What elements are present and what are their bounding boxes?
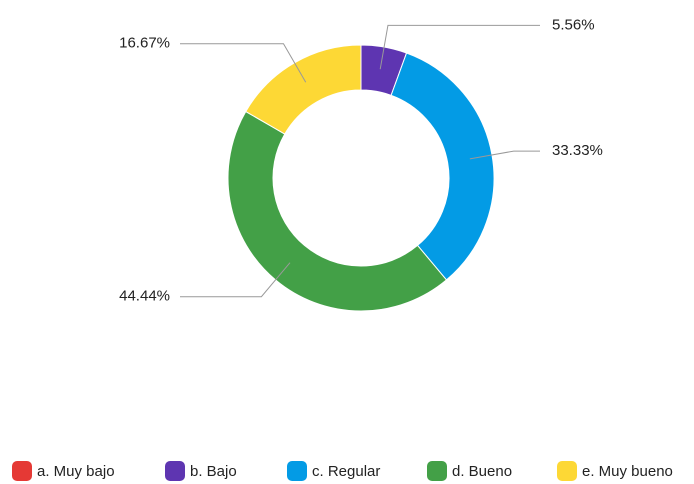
leader-line — [379, 24, 540, 70]
leader-line — [180, 43, 307, 83]
legend-swatch — [287, 461, 307, 481]
legend-label: b. Bajo — [190, 463, 237, 480]
data-label: 5.56% — [552, 16, 595, 33]
legend-label: d. Bueno — [452, 463, 512, 480]
legend-label: e. Muy bueno — [582, 463, 673, 480]
legend-swatch — [557, 461, 577, 481]
legend-swatch — [12, 461, 32, 481]
donut-slice — [245, 44, 362, 135]
donut-slice — [227, 110, 448, 312]
donut-slice — [390, 52, 495, 281]
legend-swatch — [165, 461, 185, 481]
legend-swatch — [427, 461, 447, 481]
legend-label: c. Regular — [312, 463, 380, 480]
leader-line — [469, 150, 540, 160]
legend-label: a. Muy bajo — [37, 463, 115, 480]
data-label: 16.67% — [119, 35, 170, 52]
leader-line — [180, 262, 291, 298]
data-label: 33.33% — [552, 142, 603, 159]
data-label: 44.44% — [119, 288, 170, 305]
